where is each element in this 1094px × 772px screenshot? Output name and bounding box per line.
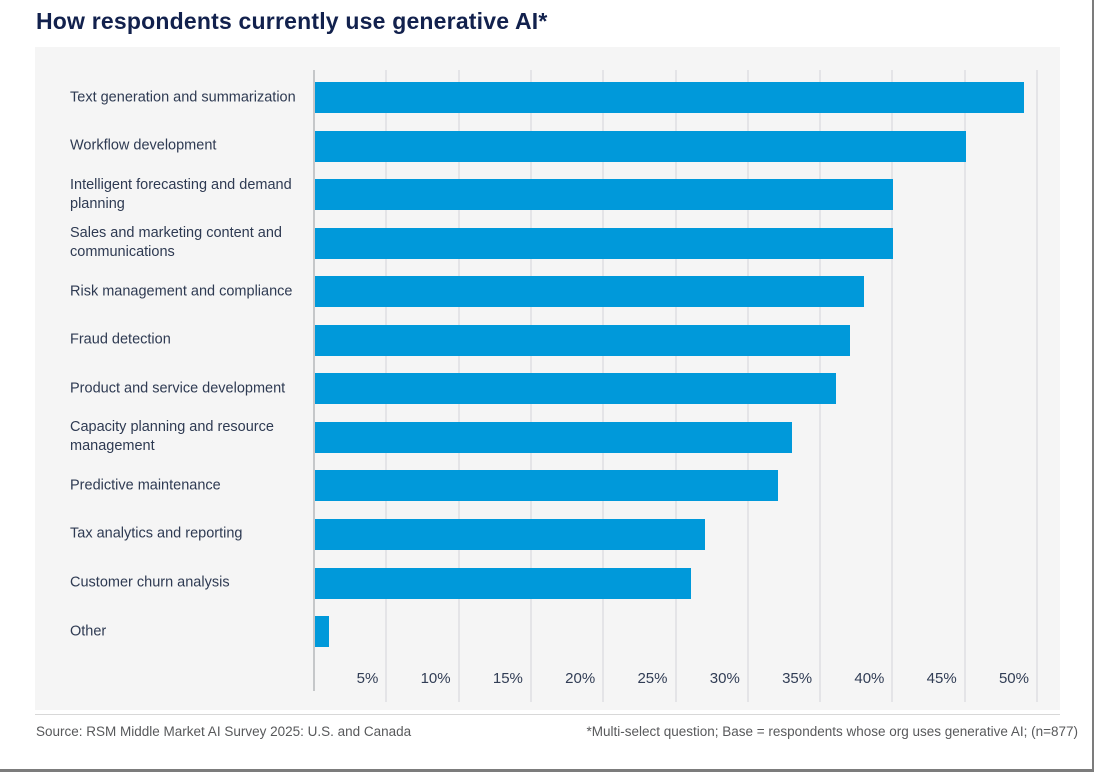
category-label: Product and service development: [70, 380, 286, 397]
chart-title: How respondents currently use generative…: [36, 8, 548, 34]
x-tick-label: 25%: [637, 670, 668, 687]
category-label: Risk management and compliance: [70, 283, 293, 300]
bar: [315, 421, 793, 453]
x-tick-label: 45%: [926, 670, 957, 687]
bar: [315, 567, 691, 599]
category-label: Intelligent forecasting and demand plann…: [70, 176, 292, 212]
bar: [315, 276, 865, 308]
x-tick-label: 5%: [356, 670, 379, 687]
bar: [315, 373, 836, 405]
bar: [315, 470, 778, 502]
x-tick-label: 50%: [998, 670, 1029, 687]
gridline: [963, 70, 966, 702]
category-label: Text generation and summarization: [70, 88, 296, 105]
category-label: Capacity planning and resource managemen…: [70, 419, 274, 455]
y-axis-line: [313, 70, 315, 691]
bar: [315, 518, 706, 550]
category-label: Other: [70, 622, 107, 639]
bar: [315, 324, 851, 356]
chart-panel: Text generation and summarization Workflo…: [35, 47, 1060, 710]
category-label: Fraud detection: [70, 331, 171, 348]
category-label: Sales and marketing content and communic…: [70, 225, 282, 261]
category-label: Tax analytics and reporting: [70, 525, 243, 542]
x-tick-label: 10%: [420, 670, 451, 687]
category-label: Predictive maintenance: [70, 477, 221, 494]
footnote-text: *Multi-select question; Base = responden…: [586, 724, 1078, 739]
bar: [315, 227, 894, 259]
bar: [315, 82, 1024, 113]
bar: [315, 616, 330, 648]
footer-divider: [35, 714, 1060, 715]
x-tick-label: 35%: [782, 670, 813, 687]
x-tick-label: 30%: [709, 670, 740, 687]
x-tick-label: 40%: [854, 670, 885, 687]
x-tick-label: 20%: [565, 670, 596, 687]
gridline: [1036, 70, 1038, 702]
x-tick-label: 15%: [492, 670, 523, 687]
source-text: Source: RSM Middle Market AI Survey 2025…: [36, 724, 412, 739]
bar: [315, 130, 966, 162]
category-label: Customer churn analysis: [70, 574, 230, 591]
category-label: Workflow development: [70, 137, 217, 154]
bar: [315, 179, 894, 211]
gridline: [891, 70, 894, 702]
